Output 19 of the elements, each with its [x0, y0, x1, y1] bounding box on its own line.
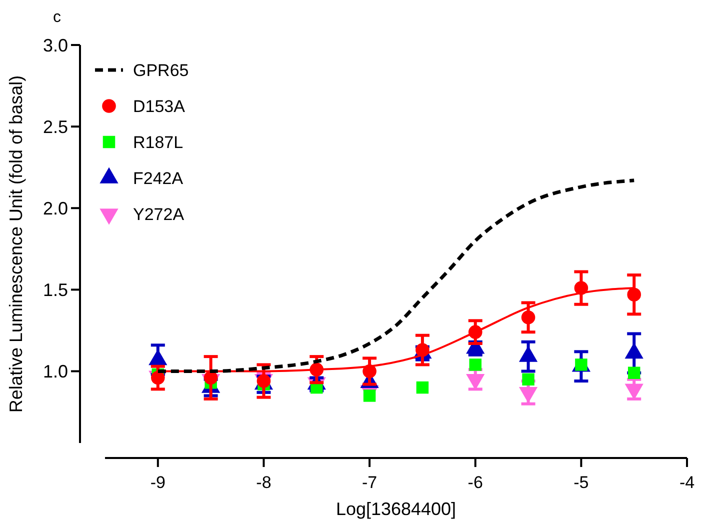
chart-title: c: [53, 9, 61, 26]
x-axis-title: Log[13684400]: [336, 499, 456, 519]
y-tick-label: 2.0: [42, 198, 68, 218]
x-tick-label: -5: [574, 473, 589, 492]
x-tick-label: -7: [362, 473, 378, 492]
x-tick-label: -4: [679, 473, 695, 492]
legend-label: D153A: [133, 96, 186, 116]
y-axis-title: Relative Luminescence Unit (fold of basal): [6, 75, 26, 413]
y-tick-label: 2.5: [42, 116, 68, 137]
y-tick-label: 3.0: [42, 35, 68, 56]
legend-label: R187L: [133, 132, 184, 152]
legend-label: Y272A: [133, 204, 185, 224]
x-tick-label: -6: [468, 473, 483, 492]
y-tick-label: 1.5: [42, 280, 68, 300]
x-tick-label: -8: [256, 473, 272, 492]
x-tick-label: -9: [150, 473, 166, 492]
y-tick-label: 1.0: [42, 362, 68, 382]
legend-label: F242A: [133, 168, 184, 188]
legend-label: GPR65: [133, 60, 189, 80]
